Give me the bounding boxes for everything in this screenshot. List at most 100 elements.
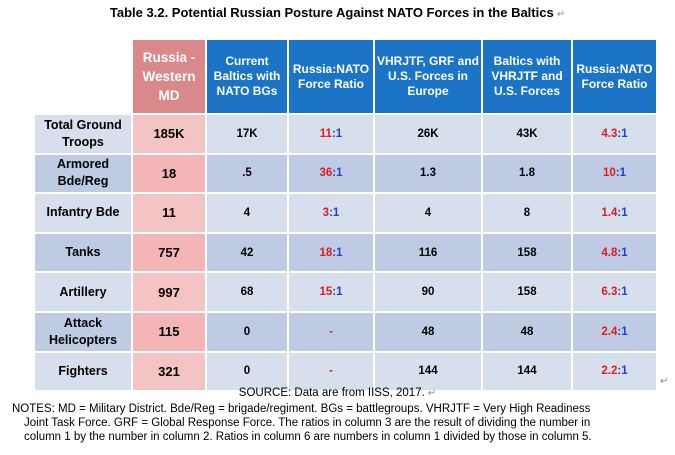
table-row: Fighters 321 0 - 144 144 2.2:1 [35,352,658,393]
force-ratio-1-value: - [289,352,375,393]
force-ratio-1-value: 36:1 [289,154,375,195]
force-ratio-2-value: 2.2:1 [573,352,658,393]
baltics-vhrjtf-value: 43K [483,115,573,155]
notes-line: Joint Task Force. GRF = Global Response … [24,417,591,429]
ratio-russia-part: 10 [602,167,616,180]
paragraph-mark-icon: ↵ [556,9,566,20]
ratio-russia-part: 1.4 [601,206,618,219]
baltics-vhrjtf-value: 144 [483,352,573,393]
russia-value: 321 [133,352,207,393]
header-empty-cell [35,40,133,115]
ratio-nato-part: 1 [619,167,627,180]
header-vhrjtf: VHRJTF, GRF and U.S. Forces in Europe [375,40,483,115]
header-baltics-vhrjtf: Baltics with VHRJTF and U.S. Forces [483,40,573,115]
force-ratio-2-value: 4.3:1 [573,115,658,155]
header-force-ratio-1: Russia:NATO Force Ratio [289,40,375,115]
russia-value: 757 [133,233,207,274]
ratio-nato-part: 1 [621,127,628,140]
notes-line: column 1 by the number in column 2. Rati… [24,431,592,443]
row-label: Infantry Bde [35,194,133,234]
paragraph-mark-icon: ↵ [427,388,437,399]
ratio-russia-part: 36 [319,167,333,180]
ratio-russia-part: 15 [319,286,333,299]
current-baltics-value: 68 [207,273,289,313]
force-ratio-1-value: 3:1 [289,194,375,234]
russia-value: 115 [133,312,207,353]
force-ratio-2-value: 1.4:1 [573,194,658,234]
header-force-ratio-2: Russia:NATO Force Ratio [573,40,658,115]
current-baltics-value: 17K [207,115,289,155]
russia-value: 11 [133,194,207,234]
ratio-dash: - [329,365,333,378]
table-title-text: Table 3.2. Potential Russian Posture Aga… [109,5,554,20]
russia-value: 997 [133,273,207,313]
force-ratio-2-value: 2.4:1 [573,312,658,353]
ratio-russia-part: 4.8 [601,246,618,259]
ratio-nato-part: 1 [335,127,343,140]
ratio-russia-part: 11 [319,127,332,140]
current-baltics-value: .5 [207,154,289,195]
ratio-dash: - [329,325,333,338]
ratio-nato-part: 1 [621,286,628,299]
ratio-russia-part: 4.3 [601,127,618,140]
table-row: Armored Bde/Reg 18 .5 36:1 1.3 1.8 10:1 [35,154,658,195]
source-line: SOURCE: Data are from IISS, 2017. ↵ [0,387,675,399]
ratio-russia-part: 3 [322,206,330,219]
ratio-nato-part: 1 [621,325,628,338]
source-text: SOURCE: Data are from IISS, 2017. [238,387,425,399]
russia-value: 18 [133,154,207,195]
end-mark-icon: ↵ [660,376,669,387]
force-ratio-1-value: 15:1 [289,273,375,313]
baltics-vhrjtf-value: 48 [483,312,573,353]
row-label: Armored Bde/Reg [35,154,133,195]
table-row: Attack Helicopters 115 0 - 48 48 2.4:1 [35,312,658,353]
force-comparison-table: Russia - Western MD Current Baltics with… [35,40,658,393]
notes-line: NOTES: MD = Military District. Bde/Reg =… [12,403,591,415]
table-row: Artillery 997 68 15:1 90 158 6.3:1 [35,273,658,313]
row-label: Total Ground Troops [35,115,133,155]
row-label: Attack Helicopters [35,312,133,353]
ratio-nato-part: 1 [336,167,343,180]
ratio-nato-part: 1 [336,246,343,259]
baltics-vhrjtf-value: 8 [483,194,573,234]
vhrjtf-value: 4 [375,194,483,234]
table-row: Tanks 757 42 18:1 116 158 4.8:1 [35,233,658,274]
ratio-russia-part: 2.2 [601,365,618,378]
row-label: Fighters [35,352,133,393]
force-ratio-1-value: 11:1 [289,115,375,155]
ratio-russia-part: 2.4 [601,325,618,338]
baltics-vhrjtf-value: 1.8 [483,154,573,195]
force-ratio-1-value: - [289,312,375,353]
vhrjtf-value: 1.3 [375,154,483,195]
ratio-nato-part: 1 [621,365,628,378]
ratio-nato-part: 1 [332,206,340,219]
baltics-vhrjtf-value: 158 [483,233,573,274]
baltics-vhrjtf-value: 158 [483,273,573,313]
table-row: Infantry Bde 11 4 3:1 4 8 1.4:1 [35,194,658,234]
current-baltics-value: 4 [207,194,289,234]
table-row: Total Ground Troops 185K 17K 11:1 26K 43… [35,115,658,155]
force-ratio-2-value: 4.8:1 [573,233,658,274]
ratio-nato-part: 1 [621,246,628,259]
force-ratio-1-value: 18:1 [289,233,375,274]
vhrjtf-value: 26K [375,115,483,155]
current-baltics-value: 42 [207,233,289,274]
header-russia: Russia - Western MD [133,40,207,115]
row-label: Artillery [35,273,133,313]
ratio-russia-part: 6.3 [601,286,618,299]
table-title: Table 3.2. Potential Russian Posture Aga… [0,5,675,20]
header-row: Russia - Western MD Current Baltics with… [35,40,658,115]
row-label: Tanks [35,233,133,274]
force-ratio-2-value: 10:1 [573,154,658,195]
vhrjtf-value: 116 [375,233,483,274]
ratio-nato-part: 1 [621,206,628,219]
ratio-nato-part: 1 [336,286,343,299]
vhrjtf-value: 90 [375,273,483,313]
force-ratio-2-value: 6.3:1 [573,273,658,313]
current-baltics-value: 0 [207,352,289,393]
ratio-russia-part: 18 [319,246,333,259]
header-current-baltics: Current Baltics with NATO BGs [207,40,289,115]
current-baltics-value: 0 [207,312,289,353]
notes: NOTES: MD = Military District. Bde/Reg =… [12,402,652,444]
russia-value: 185K [133,115,207,155]
